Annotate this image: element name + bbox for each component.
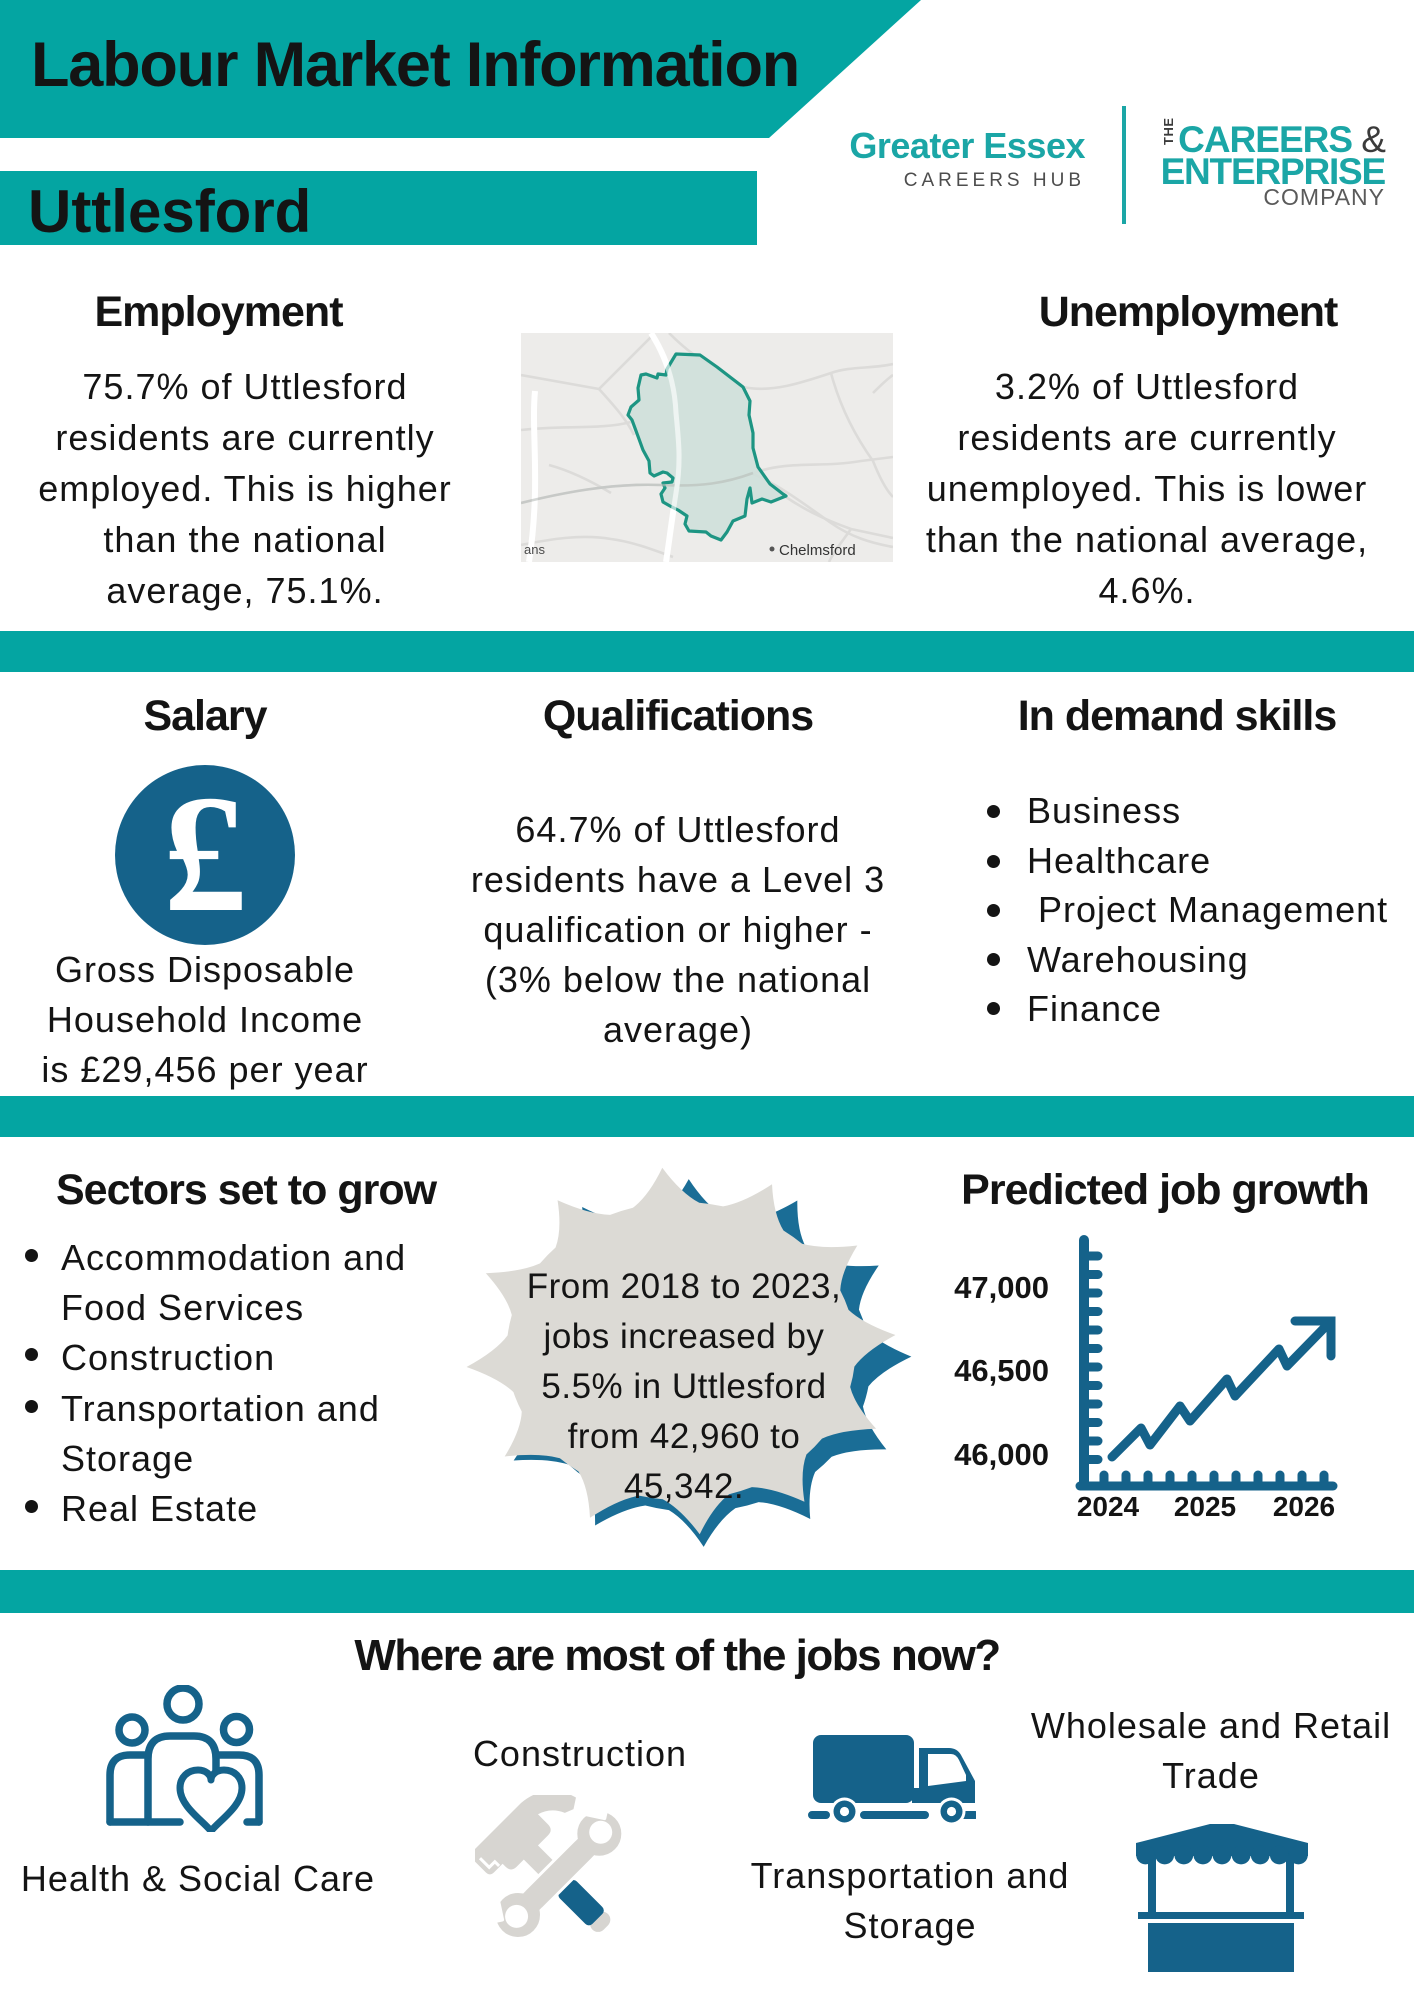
svg-text:ans: ans: [524, 542, 545, 557]
svg-text:Chelmsford: Chelmsford: [779, 542, 856, 559]
